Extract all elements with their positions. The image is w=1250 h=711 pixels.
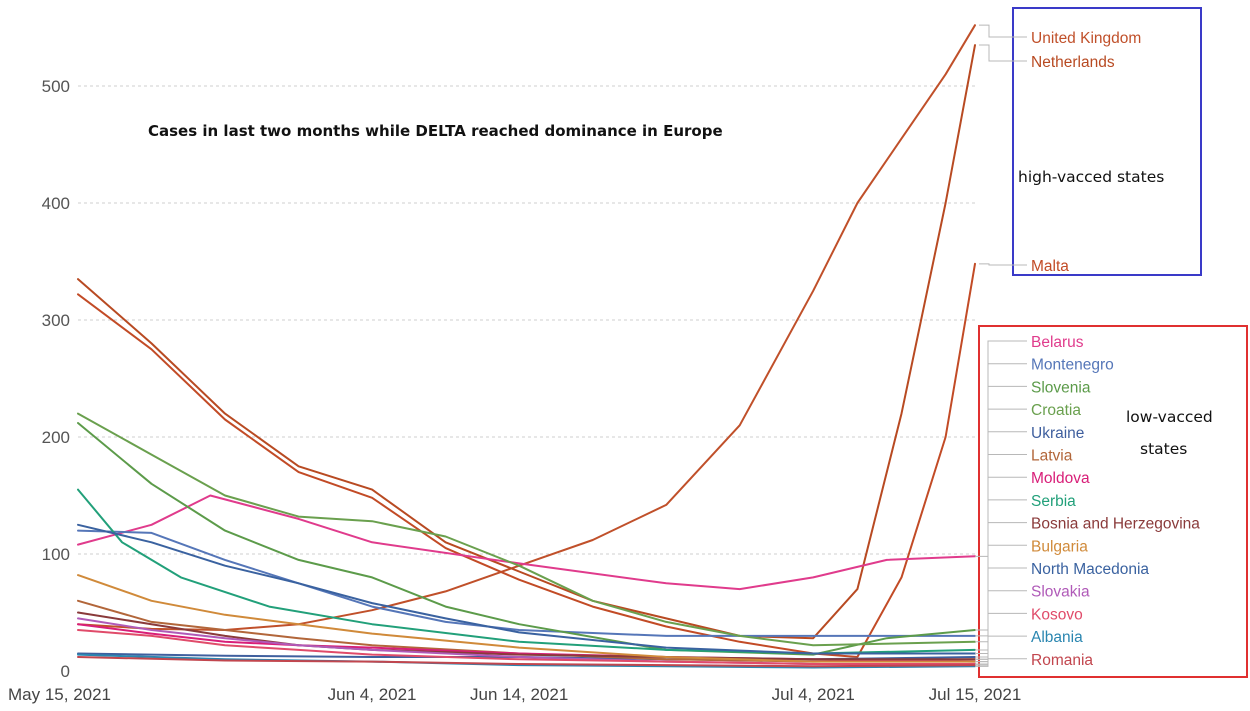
x-tick-label: Jul 15, 2021 <box>929 685 1022 704</box>
x-axis-ticks: May 15, 2021 Jun 4, 2021 Jun 14, 2021 Jul 4… <box>8 685 1021 704</box>
legend-label: Netherlands <box>1031 54 1115 71</box>
y-tick-label: 0 <box>61 662 70 681</box>
series-line <box>77 629 976 665</box>
series-line <box>77 494 976 591</box>
x-tick-label: Jul 4, 2021 <box>772 685 855 704</box>
x-tick-label: May 15, 2021 <box>8 685 111 704</box>
legend-label: Romania <box>1031 652 1093 669</box>
legend-leader <box>979 44 1027 62</box>
high-vacced-label: high-vacced states <box>1018 168 1164 186</box>
legend-leader <box>975 658 1027 666</box>
legend: United Kingdom Netherlands Malta Belarus Mon… <box>975 24 1200 669</box>
series-line <box>77 523 976 655</box>
legend-label: Moldova <box>1031 470 1090 487</box>
series-line <box>77 24 976 631</box>
legend-label: Belarus <box>1031 334 1084 351</box>
legend-label: Slovenia <box>1031 379 1091 396</box>
x-tick-label: Jun 14, 2021 <box>470 685 568 704</box>
legend-label: Serbia <box>1031 493 1076 510</box>
series-line <box>77 656 976 668</box>
y-tick-label: 100 <box>42 545 70 564</box>
legend-leader <box>975 544 1027 663</box>
x-tick-label: Jun 4, 2021 <box>328 685 417 704</box>
series-line <box>77 653 976 669</box>
legend-label: Albania <box>1031 629 1083 646</box>
legend-label: North Macedonia <box>1031 561 1149 578</box>
y-tick-label: 500 <box>42 77 70 96</box>
y-tick-label: 400 <box>42 194 70 213</box>
series-line <box>77 412 976 647</box>
legend-label: Malta <box>1031 258 1069 275</box>
legend-label: Montenegro <box>1031 357 1114 374</box>
y-axis-ticks: 0 100 200 300 400 500 <box>42 77 70 681</box>
legend-label: Latvia <box>1031 448 1073 465</box>
legend-leader <box>975 635 1027 667</box>
legend-leader <box>975 476 1027 663</box>
legend-leader <box>975 431 1027 658</box>
high-vacced-box <box>1012 7 1202 276</box>
legend-label: Bosnia and Herzegovina <box>1031 516 1200 533</box>
legend-leader <box>975 385 1027 631</box>
legend-leader <box>975 567 1027 654</box>
series-line <box>77 574 976 663</box>
series-line <box>77 262 976 658</box>
legend-leader <box>975 612 1027 665</box>
legend-label: Croatia <box>1031 402 1081 419</box>
series-line <box>77 422 976 656</box>
legend-leader <box>975 340 1027 557</box>
low-vacced-label-line1: low-vacced <box>1126 408 1213 426</box>
legend-label: United Kingdom <box>1031 30 1141 47</box>
y-tick-label: 200 <box>42 428 70 447</box>
legend-label: Slovakia <box>1031 584 1090 601</box>
legend-leader <box>979 263 1027 266</box>
low-vacced-label-line2: states <box>1140 440 1187 458</box>
legend-leader <box>975 454 1027 660</box>
y-tick-label: 300 <box>42 311 70 330</box>
legend-leader <box>979 24 1027 38</box>
series-lines <box>77 24 976 669</box>
chart-annotation: Cases in last two months while DELTA rea… <box>148 122 723 140</box>
grid-lines <box>78 85 975 555</box>
legend-leader <box>975 408 1027 643</box>
legend-label: Ukraine <box>1031 425 1084 442</box>
legend-label: Kosovo <box>1031 606 1083 623</box>
low-vacced-box <box>978 325 1248 678</box>
legend-label: Bulgaria <box>1031 538 1088 555</box>
